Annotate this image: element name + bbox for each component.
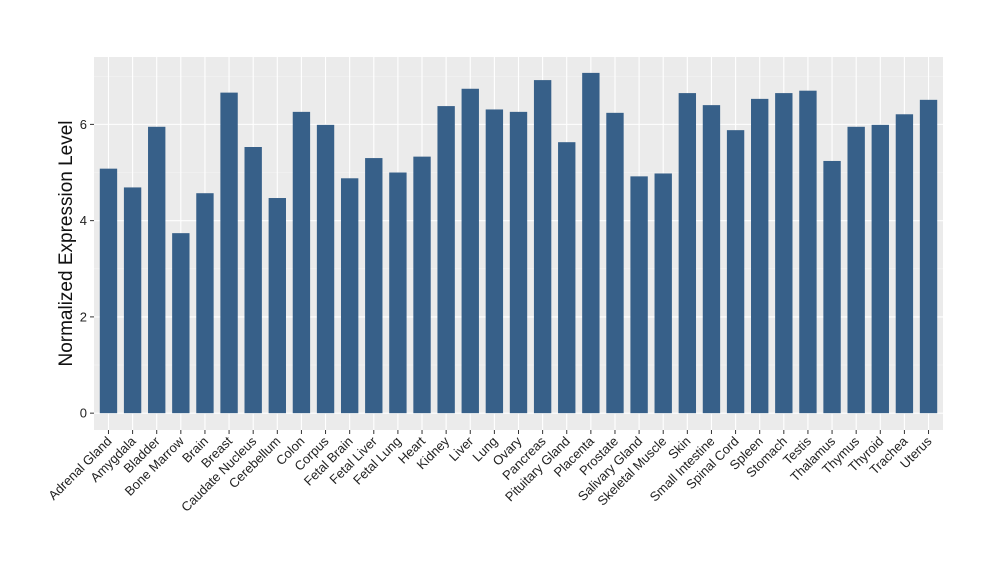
bar-kidney xyxy=(437,106,455,414)
bar-spleen xyxy=(751,98,769,414)
bar-placenta xyxy=(582,72,600,414)
bar-small-intestine xyxy=(702,105,721,414)
y-axis-ticks xyxy=(90,123,94,414)
bar-stomach xyxy=(775,93,793,414)
bar-pancreas xyxy=(533,80,552,414)
bar-adrenal-gland xyxy=(99,168,118,414)
y-tick-label: 6 xyxy=(80,117,87,132)
bar-salivary-gland xyxy=(630,176,648,414)
bar-thymus xyxy=(847,126,865,414)
bar-bladder xyxy=(148,126,166,414)
bar-ovary xyxy=(509,111,528,414)
bar-brain xyxy=(196,193,214,414)
bar-fetal-lung xyxy=(389,172,407,414)
y-tick-label: 0 xyxy=(80,406,87,421)
bar-fetal-liver xyxy=(365,158,383,414)
bar-skeletal-muscle xyxy=(654,173,672,414)
bar-breast xyxy=(220,92,238,414)
x-tick-label: Liver xyxy=(446,433,477,464)
bar-testis xyxy=(799,90,817,414)
bar-spinal-cord xyxy=(726,130,745,414)
bar-caudate-nucleus xyxy=(244,147,262,414)
bar-trachea xyxy=(895,114,914,414)
bar-amygdala xyxy=(123,187,142,414)
y-tick-label: 2 xyxy=(80,309,87,324)
bar-fetal-brain xyxy=(340,178,359,414)
bar-liver xyxy=(461,88,479,414)
y-axis-tick-labels: 0 2 4 6 xyxy=(80,117,87,421)
bar-prostate xyxy=(606,112,624,414)
bar-pituitary-gland xyxy=(558,142,576,414)
bar-skin xyxy=(678,93,697,414)
bar-thyroid xyxy=(871,124,889,414)
bar-uterus xyxy=(919,99,938,414)
y-axis-title: Normalized Expression Level xyxy=(56,120,77,366)
bar-thalamus xyxy=(823,160,841,414)
bar-heart xyxy=(413,156,431,414)
y-tick-label: 4 xyxy=(80,213,87,228)
x-axis-ticks xyxy=(107,430,930,434)
bar-series xyxy=(99,72,938,414)
bar-lung xyxy=(485,109,504,414)
bar-corpus xyxy=(316,124,335,414)
bar-bone-marrow xyxy=(172,233,190,414)
bar-cerebellum xyxy=(268,198,286,414)
bar-colon xyxy=(292,111,311,414)
